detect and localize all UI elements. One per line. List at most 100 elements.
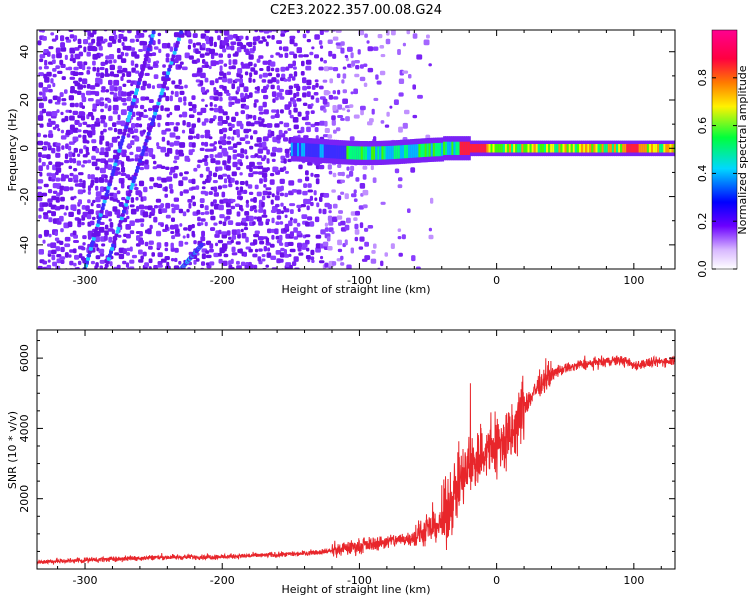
spectrogram-cell <box>213 199 217 204</box>
spectrogram-cell <box>331 230 335 235</box>
spectrogram-cell <box>219 71 224 76</box>
spectrogram-cell <box>289 38 295 45</box>
ridge-core <box>469 144 473 153</box>
spectrogram-cell <box>310 201 314 207</box>
spectrogram-cell <box>149 224 153 230</box>
spectrogram-cell <box>139 167 145 171</box>
spectrogram-track-cell <box>137 162 141 167</box>
spectrogram-cell <box>104 151 109 158</box>
spectrogram-cell <box>269 179 275 185</box>
spectrogram-cell <box>135 38 140 42</box>
spectrogram-cell <box>340 117 345 121</box>
spectrogram-cell <box>231 83 235 90</box>
spectrogram-cell <box>398 177 403 182</box>
spectrogram-cell <box>333 96 339 100</box>
spectrogram-cell <box>267 191 272 196</box>
spectrogram-cell <box>183 189 189 194</box>
spectrogram-cell <box>135 123 140 128</box>
spectrogram-cell <box>67 221 73 228</box>
spectrogram-cell <box>72 136 79 142</box>
spectrogram-cell <box>120 97 127 102</box>
spectrogram-cell <box>254 230 260 235</box>
ridge-core <box>426 143 430 157</box>
spectrogram-cell <box>37 132 41 138</box>
spectrogram-cell <box>118 86 122 91</box>
spectrogram-cell <box>191 195 195 200</box>
spectrogram-cell <box>281 73 286 78</box>
spectrogram-cell <box>280 33 285 37</box>
spectrogram-cell <box>350 165 355 172</box>
ridge-core <box>597 144 601 153</box>
spectrogram-cell <box>68 151 73 158</box>
spectrogram-cell <box>200 218 206 222</box>
spectrogram-cell <box>222 243 228 250</box>
spectrogram-cell <box>283 137 289 142</box>
spectrogram-cell <box>284 223 290 230</box>
spec-y-tick-label--40: -40 <box>18 236 31 254</box>
spectrogram-cell <box>38 152 42 158</box>
spectrogram-cell <box>72 58 76 64</box>
spectrogram-cell <box>344 193 349 200</box>
ridge-core <box>377 146 381 160</box>
spectrogram-cell <box>362 165 368 170</box>
snr-x-tick-label-100: 100 <box>623 574 644 587</box>
spectrogram-cell <box>59 204 65 210</box>
spectrogram-cell <box>221 191 226 198</box>
spectrogram-cell <box>161 208 168 213</box>
spectrogram-cell <box>144 205 149 210</box>
spectrogram-cell <box>86 51 91 57</box>
ridge-core <box>494 144 498 153</box>
colorbar: 0.00.20.40.60.8 Normalized spectral ampl… <box>696 29 749 278</box>
spectrogram-cell <box>349 136 355 141</box>
spectrogram-cell <box>92 199 96 204</box>
ridge-core <box>535 144 539 153</box>
ridge-core <box>601 144 605 153</box>
ridge-core <box>544 144 547 153</box>
ridge-core <box>414 144 418 158</box>
spectrogram-cell <box>372 177 377 183</box>
spectrogram-cell <box>158 48 162 54</box>
ridge-core <box>373 146 377 160</box>
spectrogram-cell <box>38 157 42 163</box>
spectrogram-cell <box>64 174 69 179</box>
spectrogram-cell <box>262 268 267 269</box>
spectrogram-cell <box>199 173 204 178</box>
spectrogram-cell <box>130 60 135 66</box>
spectrogram-cell <box>41 192 48 197</box>
spectrogram-cell <box>219 199 225 204</box>
spectrogram-cell <box>359 236 365 242</box>
ridge-core <box>385 146 389 160</box>
spectrogram-cell <box>235 222 242 226</box>
spectrogram-cell <box>240 228 244 233</box>
spectrogram-cell <box>120 172 127 176</box>
spectrogram-cell <box>353 198 358 202</box>
spectrogram-cell <box>105 141 110 147</box>
spectrogram-cell <box>262 72 268 78</box>
spectrogram-cell <box>263 184 267 188</box>
ridge-core <box>525 144 529 153</box>
ridge-core <box>570 144 574 153</box>
spectrogram-cell <box>195 48 199 54</box>
spectrogram-cell <box>212 180 218 184</box>
spectrogram-track-cell <box>126 118 131 123</box>
spectrogram-cell <box>262 136 269 142</box>
spectrogram-cell <box>263 209 267 215</box>
spectrogram-cell <box>204 52 210 56</box>
spectrogram-cell <box>314 197 318 201</box>
spectrogram-cell <box>313 190 317 196</box>
spectrogram-cell <box>337 115 344 118</box>
spectrogram-cell <box>60 42 65 48</box>
spectrogram-cell <box>186 122 191 128</box>
spectrogram-cell <box>239 172 243 176</box>
snr-y-tick-label-2000: 2000 <box>18 485 31 513</box>
spectrogram-cell <box>143 109 147 113</box>
spectrogram-cell <box>362 204 368 209</box>
spectrogram-cell <box>139 231 143 237</box>
spectrogram-cell <box>152 166 158 170</box>
colorbar-gradient <box>712 30 737 269</box>
spectrogram-cell <box>112 197 118 202</box>
spectrogram-cell <box>263 155 267 160</box>
spectrogram-cell <box>236 229 241 235</box>
spectrogram-cell <box>90 124 96 130</box>
